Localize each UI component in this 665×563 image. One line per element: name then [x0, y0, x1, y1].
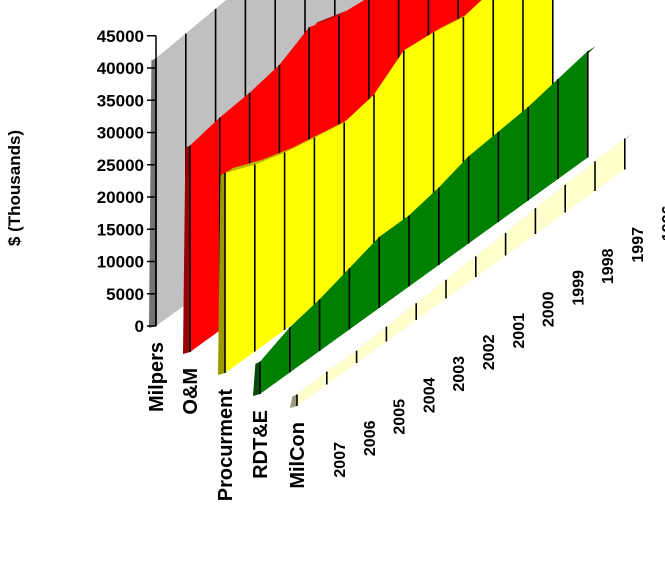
year-label-2005: 2005 — [392, 399, 409, 435]
ribbon-face-rdt-e — [260, 51, 588, 394]
y-tick-label-20000: 20000 — [97, 188, 144, 207]
category-label-milpers: Milpers — [146, 342, 168, 412]
year-label-1996: 1996 — [660, 205, 665, 241]
y-tick-label-5000: 5000 — [106, 285, 144, 304]
year-label-2001: 2001 — [511, 313, 528, 349]
y-tick-label-40000: 40000 — [97, 59, 144, 78]
ribbon-edge-o-m — [183, 145, 190, 354]
category-label-o-m: O&M — [180, 368, 202, 415]
ribbon-edge-milcon — [290, 394, 297, 408]
year-label-2007: 2007 — [332, 442, 349, 478]
category-label-milcon: MilCon — [287, 422, 309, 489]
year-label-2006: 2006 — [362, 420, 379, 456]
category-labels: Milpers O&M Procurment RDT&E MilCon — [146, 342, 309, 501]
y-tick-label-45000: 45000 — [97, 27, 144, 46]
year-label-2003: 2003 — [451, 356, 468, 392]
y-tick-label-0: 0 — [135, 317, 144, 336]
y-tick-label-30000: 30000 — [97, 124, 144, 143]
year-label-1999: 1999 — [570, 270, 587, 306]
series-rdt-e — [253, 46, 596, 396]
year-label-2000: 2000 — [541, 291, 558, 327]
y-axis: 0 5000 10000 15000 20000 25000 30000 35000 40000… — [97, 27, 157, 336]
ribbon-edge-milpers — [149, 58, 156, 328]
ribbon-face-procurment — [225, 0, 553, 373]
y-tick-label-25000: 25000 — [97, 156, 144, 175]
category-label-procurment: Procurment — [215, 389, 237, 502]
year-labels: 2007 2006 2005 2004 2003 2002 2001 2000 1999 1998… — [332, 205, 665, 477]
ribbon-edge-procurment — [218, 173, 225, 375]
y-tick-label-15000: 15000 — [97, 220, 144, 239]
ribbon-edge-rdt-e — [253, 361, 260, 396]
y-tick-label-35000: 35000 — [97, 91, 144, 110]
ribbons — [149, 0, 633, 408]
series-procurment — [218, 0, 554, 375]
year-label-2002: 2002 — [481, 334, 498, 370]
year-label-2004: 2004 — [421, 377, 438, 413]
category-label-rdt-e: RDT&E — [250, 410, 272, 479]
y-tick-label-10000: 10000 — [97, 253, 144, 272]
y-axis-title: $ (Thousands) — [5, 130, 24, 246]
series-milcon — [290, 133, 633, 408]
ribbon-face-milcon — [297, 138, 625, 407]
year-label-1998: 1998 — [600, 248, 617, 284]
year-label-1997: 1997 — [630, 227, 647, 263]
